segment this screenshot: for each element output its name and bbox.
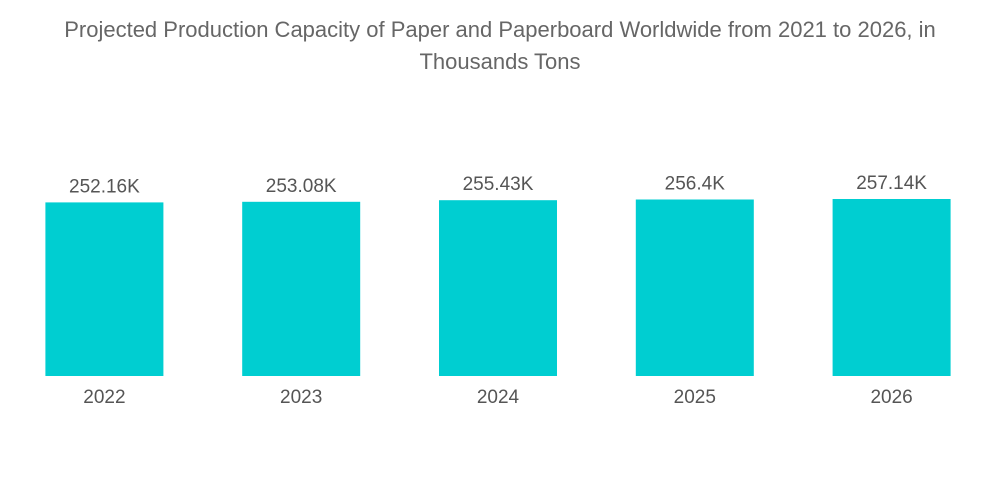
value-labels-layer: 252.16K 253.08K 255.43K 256.4K 257.14K (69, 173, 927, 197)
data-label-2022: 252.16K (69, 176, 140, 197)
x-tick-label-2026: 2026 (870, 387, 912, 408)
x-tick-label-2024: 2024 (477, 387, 520, 408)
chart-title: Projected Production Capacity of Paper a… (0, 14, 1000, 78)
bar-2022 (45, 202, 164, 376)
data-label-2026: 257.14K (856, 173, 927, 194)
bar-2026 (832, 199, 951, 376)
bars-layer (45, 199, 951, 376)
x-ticks-layer: 2022 2023 2024 2025 2026 (83, 387, 912, 408)
data-label-2025: 256.4K (665, 174, 726, 195)
bar-2023 (242, 201, 361, 376)
x-tick-label-2022: 2022 (83, 387, 125, 408)
data-label-2023: 253.08K (266, 176, 337, 197)
chart-title-line-1: Projected Production Capacity of Paper a… (64, 17, 936, 42)
chart-title-line-2: Thousands Tons (419, 49, 581, 74)
bar-2025 (635, 199, 754, 376)
data-label-2024: 255.43K (463, 174, 534, 195)
bar-2024 (439, 200, 557, 376)
x-tick-label-2023: 2023 (280, 387, 322, 408)
x-tick-label-2025: 2025 (674, 387, 716, 408)
